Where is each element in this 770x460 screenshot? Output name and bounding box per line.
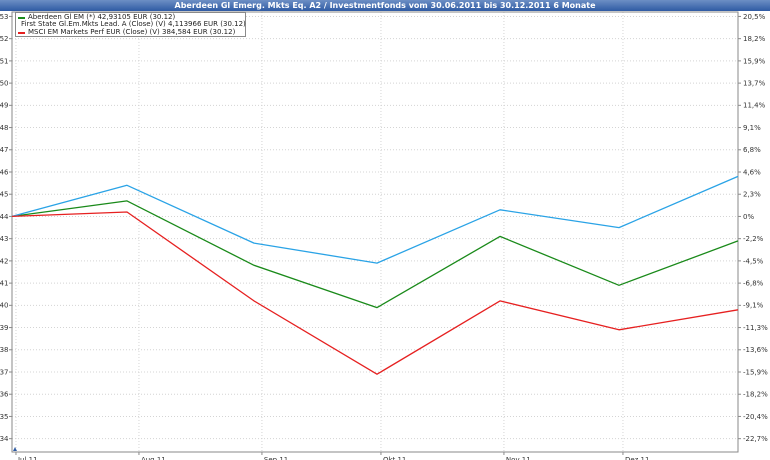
series-line-0 bbox=[11, 200, 739, 309]
legend: Aberdeen Gl EM (*) 42,93105 EUR (30.12) … bbox=[15, 12, 246, 37]
series-line-1 bbox=[11, 175, 739, 264]
y-right-tick-label: -22,7% bbox=[743, 435, 768, 443]
legend-item-first-state: First State Gl.Em.Mkts Lead. A (Close) (… bbox=[18, 20, 246, 29]
y-right-tick-label: 9,1% bbox=[743, 124, 761, 132]
y-left-tick-label: 49 bbox=[0, 102, 9, 110]
y-left-tick-label: 39 bbox=[0, 324, 9, 332]
chart-title: Aberdeen Gl Emerg. Mkts Eq. A2 / Investm… bbox=[174, 1, 596, 10]
y-right-tick-label: 6,8% bbox=[743, 146, 761, 154]
legend-label: Aberdeen Gl EM (*) 42,93105 EUR (30.12) bbox=[28, 13, 176, 21]
y-left-tick-label: 34 bbox=[0, 435, 9, 443]
plot-frame bbox=[11, 11, 739, 453]
y-right-tick-label: -11,3% bbox=[743, 324, 768, 332]
line-chart: 53 52 51 50 49 48 47 46 45 44 43 42 41 40 39 38 37 36 35 34… bbox=[0, 11, 768, 460]
legend-label: MSCI EM Markets Perf EUR (Close) (V) 384… bbox=[28, 27, 236, 36]
y-right-tick-label: 15,9% bbox=[743, 57, 766, 65]
y-right-tick-label: 11,4% bbox=[743, 102, 766, 110]
y-right-tick-label: 20,5% bbox=[743, 13, 766, 21]
x-tick-label: Sep 11 bbox=[264, 456, 288, 460]
y-left-tick-label: 42 bbox=[0, 257, 9, 265]
y-right-tick-label: -9,1% bbox=[743, 302, 764, 310]
series-lines bbox=[11, 175, 739, 451]
y-right-tick-label: -4,5% bbox=[743, 257, 764, 265]
legend-item-aberdeen: Aberdeen Gl EM (*) 42,93105 EUR (30.12) bbox=[18, 13, 243, 21]
x-tick-label: Nov 11 bbox=[506, 456, 531, 460]
y-left-tick-label: 48 bbox=[0, 124, 9, 132]
x-tick-label: Okt 11 bbox=[383, 456, 406, 460]
y-left-tick-label: 40 bbox=[0, 302, 9, 310]
x-tick-label: Jul 11 bbox=[17, 456, 38, 460]
y-left-tick-label: 36 bbox=[0, 391, 9, 399]
y-right-tick-label: -6,8% bbox=[743, 280, 764, 288]
y-left-tick-label: 37 bbox=[0, 368, 9, 376]
y-right-tick-label: 2,3% bbox=[743, 191, 761, 199]
y-left-tick-label: 50 bbox=[0, 80, 9, 88]
origin-marker-icon bbox=[13, 447, 17, 451]
y-right-tick-label: 4,6% bbox=[743, 168, 761, 176]
legend-swatch bbox=[18, 16, 25, 19]
y-left-tick-label: 35 bbox=[0, 413, 9, 421]
y-right-tick-label: -13,6% bbox=[743, 346, 768, 354]
x-tick-label: Aug 11 bbox=[141, 456, 166, 460]
y-left-tick-label: 51 bbox=[0, 57, 9, 65]
legend-item-msci: MSCI EM Markets Perf EUR (Close) (V) 384… bbox=[18, 27, 243, 36]
y-left-tick-label: 46 bbox=[0, 168, 9, 176]
y-right-tick-label: -20,4% bbox=[743, 413, 768, 421]
y-right-tick-label: -18,2% bbox=[743, 391, 768, 399]
y-left-tick-label: 45 bbox=[0, 191, 9, 199]
x-axis: Jul 11 Aug 11 Sep 11 Okt 11 Nov 11 Dez 11 bbox=[15, 452, 650, 460]
y-axis-right: 20,5% 18,2% 15,9% 13,7% 11,4% 9,1% 6,8% 4,6% 2,3… bbox=[738, 13, 768, 443]
y-left-tick-label: 44 bbox=[0, 213, 9, 221]
series-line-2 bbox=[11, 211, 739, 375]
y-left-tick-label: 41 bbox=[0, 280, 9, 288]
title-bar bbox=[0, 0, 770, 11]
y-right-tick-label: -15,9% bbox=[743, 368, 768, 376]
y-left-tick-label: 53 bbox=[0, 13, 9, 21]
y-left-tick-label: 52 bbox=[0, 35, 9, 43]
y-left-tick-label: 38 bbox=[0, 346, 9, 354]
y-right-tick-label: 13,7% bbox=[743, 80, 766, 88]
y-left-tick-label: 43 bbox=[0, 235, 9, 243]
y-right-tick-label: 0% bbox=[743, 213, 754, 221]
legend-swatch bbox=[18, 31, 25, 34]
y-right-tick-label: -2,2% bbox=[743, 235, 764, 243]
legend-label: First State Gl.Em.Mkts Lead. A (Close) (… bbox=[21, 20, 246, 29]
y-axis-left: 53 52 51 50 49 48 47 46 45 44 43 42 41 40 39 38 37 36 35 34 bbox=[0, 13, 12, 443]
y-left-tick-label: 47 bbox=[0, 146, 9, 154]
y-right-tick-label: 18,2% bbox=[743, 35, 766, 43]
x-tick-label: Dez 11 bbox=[625, 456, 650, 460]
grid bbox=[12, 12, 738, 452]
